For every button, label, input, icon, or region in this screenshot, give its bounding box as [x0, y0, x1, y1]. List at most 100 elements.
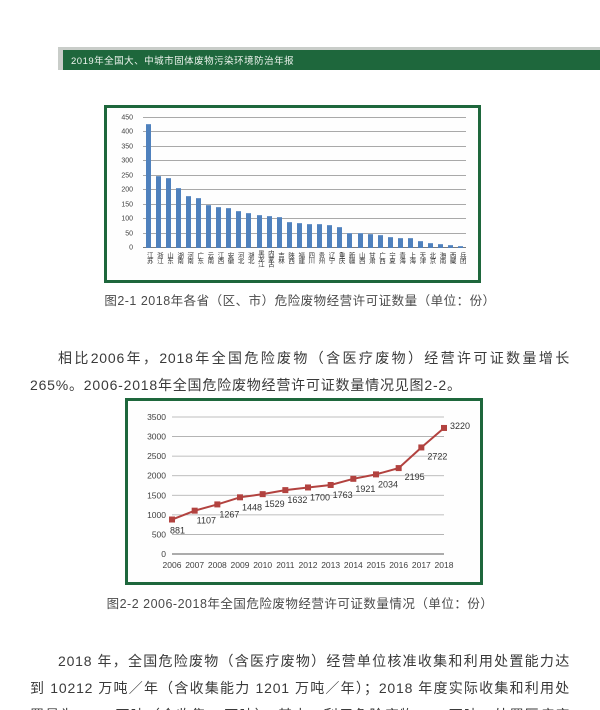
bar: [175, 187, 181, 248]
x-category-label-text: 吉林: [276, 252, 284, 263]
x-tick-label: 2006: [163, 560, 182, 570]
bar: [155, 176, 161, 248]
y-tick-label: 450: [121, 114, 133, 122]
x-category-label: 江西: [214, 250, 224, 278]
data-point-label: 3220: [450, 421, 470, 431]
x-category-label: 黑龙江: [254, 250, 264, 278]
x-category-label-text: 西藏: [448, 252, 456, 263]
x-axis-line: [143, 247, 466, 248]
x-category-label: 广西: [375, 250, 385, 278]
figure-2-1-caption: 图2-1 2018年各省（区、市）危险废物经营许可证数量（单位：份）: [104, 294, 496, 308]
bar: [347, 232, 353, 248]
y-tick-label: 350: [121, 143, 133, 151]
x-category-label: 重庆: [335, 250, 345, 278]
data-point-label: 2722: [427, 451, 447, 461]
bar: [296, 223, 302, 248]
bar: [276, 216, 282, 248]
data-point-marker: [350, 475, 357, 482]
x-tick-label: 2013: [321, 560, 340, 570]
bar: [246, 213, 252, 248]
data-point-label: 1267: [219, 509, 239, 519]
y-tick-label: 0: [161, 549, 166, 559]
bar: [317, 224, 323, 248]
bar: [448, 244, 454, 248]
figure-2-2-caption: 图2-2 2006-2018年全国危险废物经营许可证数量情况（单位：份）: [106, 597, 494, 611]
x-tick-label: 2012: [299, 560, 318, 570]
x-category-label-text: 河南: [185, 252, 193, 263]
x-category-label: 河南: [183, 250, 193, 278]
x-tick-label: 2017: [412, 560, 431, 570]
x-category-label-text: 新疆: [347, 252, 355, 263]
data-point-marker: [282, 487, 289, 494]
x-category-label: 吉林: [274, 250, 284, 278]
header-bar: 2019年全国大、中城市固体废物污染环境防治年报: [63, 50, 600, 70]
data-point-marker: [214, 501, 221, 508]
data-point-marker: [441, 424, 447, 431]
x-category-label: 安徽: [224, 250, 234, 278]
gridline: [143, 131, 466, 133]
x-category-label: 内蒙古: [264, 250, 274, 278]
y-tick-label: 1000: [147, 510, 166, 520]
line-chart-svg: 0 500 1000 1500 2000 2500 3000 3500 2006 2007 2008…: [147, 412, 470, 570]
x-category-label-text: 北京: [427, 252, 435, 263]
bar: [327, 224, 333, 248]
bar: [387, 236, 393, 248]
bar-chart-x-axis-labels: 江苏 浙江 山东 湖南 河南 广东 云南 江西 安徽 河北 湖北 黑龙江 内蒙古 吉林 陕西 福建 四川 贵州 辽宁…: [143, 250, 466, 278]
gridline: [143, 160, 466, 162]
y-tick-label: 2000: [147, 471, 166, 481]
data-point-marker: [237, 494, 243, 501]
x-category-label: 山西: [355, 250, 365, 278]
data-point-label: 1632: [287, 495, 307, 505]
bar-chart-gridlines: [143, 117, 466, 248]
x-category-label-text: 广东: [195, 252, 203, 263]
bar: [216, 207, 222, 248]
x-category-label-text: 云南: [205, 252, 213, 263]
x-category-label-text: 山东: [165, 252, 173, 263]
bar-chart-y-axis-labels: 0 50 100 150 200 250 300 350 400 450: [107, 114, 137, 252]
x-category-label-text: 河北: [236, 252, 244, 263]
x-category-label-text: 贵州: [316, 252, 324, 263]
x-category-label-text: 青海: [397, 252, 405, 263]
data-point-marker: [191, 507, 198, 514]
gridline: [143, 117, 466, 118]
x-category-label-text: 海南: [438, 252, 446, 263]
bar: [226, 208, 232, 248]
bar: [397, 237, 403, 248]
x-category-label-text: 上海: [407, 252, 415, 263]
y-tick-label: 2500: [147, 451, 166, 461]
y-tick-label: 50: [125, 230, 133, 238]
x-category-label: 四川: [305, 250, 315, 278]
x-category-label-text: 福建: [296, 252, 304, 263]
data-point-marker: [305, 484, 311, 491]
x-category-label: 北京: [426, 250, 436, 278]
bar: [165, 178, 171, 248]
x-category-label: 新疆: [345, 250, 355, 278]
data-point-label: 1107: [197, 516, 216, 526]
bar: [145, 124, 151, 248]
y-tick-label: 300: [121, 157, 133, 165]
data-point-marker: [169, 516, 175, 523]
x-category-label: 江苏: [143, 250, 153, 278]
bar: [367, 234, 373, 248]
x-category-label-text: 四川: [306, 252, 314, 263]
x-category-label-text: 内蒙古: [266, 250, 274, 267]
y-tick-label: 400: [121, 128, 133, 136]
header-banner: 2019年全国大、中城市固体废物污染环境防治年报: [58, 47, 600, 70]
x-category-label-text: 江苏: [145, 252, 153, 263]
x-tick-label: 2010: [253, 560, 272, 570]
x-category-label: 湖南: [173, 250, 183, 278]
gridline: [143, 203, 466, 205]
gridline: [143, 145, 466, 147]
data-point-label: 881: [170, 526, 185, 536]
x-category-label-text: 安徽: [226, 252, 234, 263]
x-tick-label: 2007: [185, 560, 204, 570]
x-category-label-text: 宁夏: [387, 252, 395, 263]
bar: [256, 215, 262, 248]
bar: [307, 223, 313, 248]
y-tick-label: 500: [152, 529, 166, 539]
y-tick-label: 100: [121, 215, 133, 223]
x-category-label: 辽宁: [325, 250, 335, 278]
bar: [428, 242, 434, 248]
y-tick-label: 250: [121, 172, 133, 180]
